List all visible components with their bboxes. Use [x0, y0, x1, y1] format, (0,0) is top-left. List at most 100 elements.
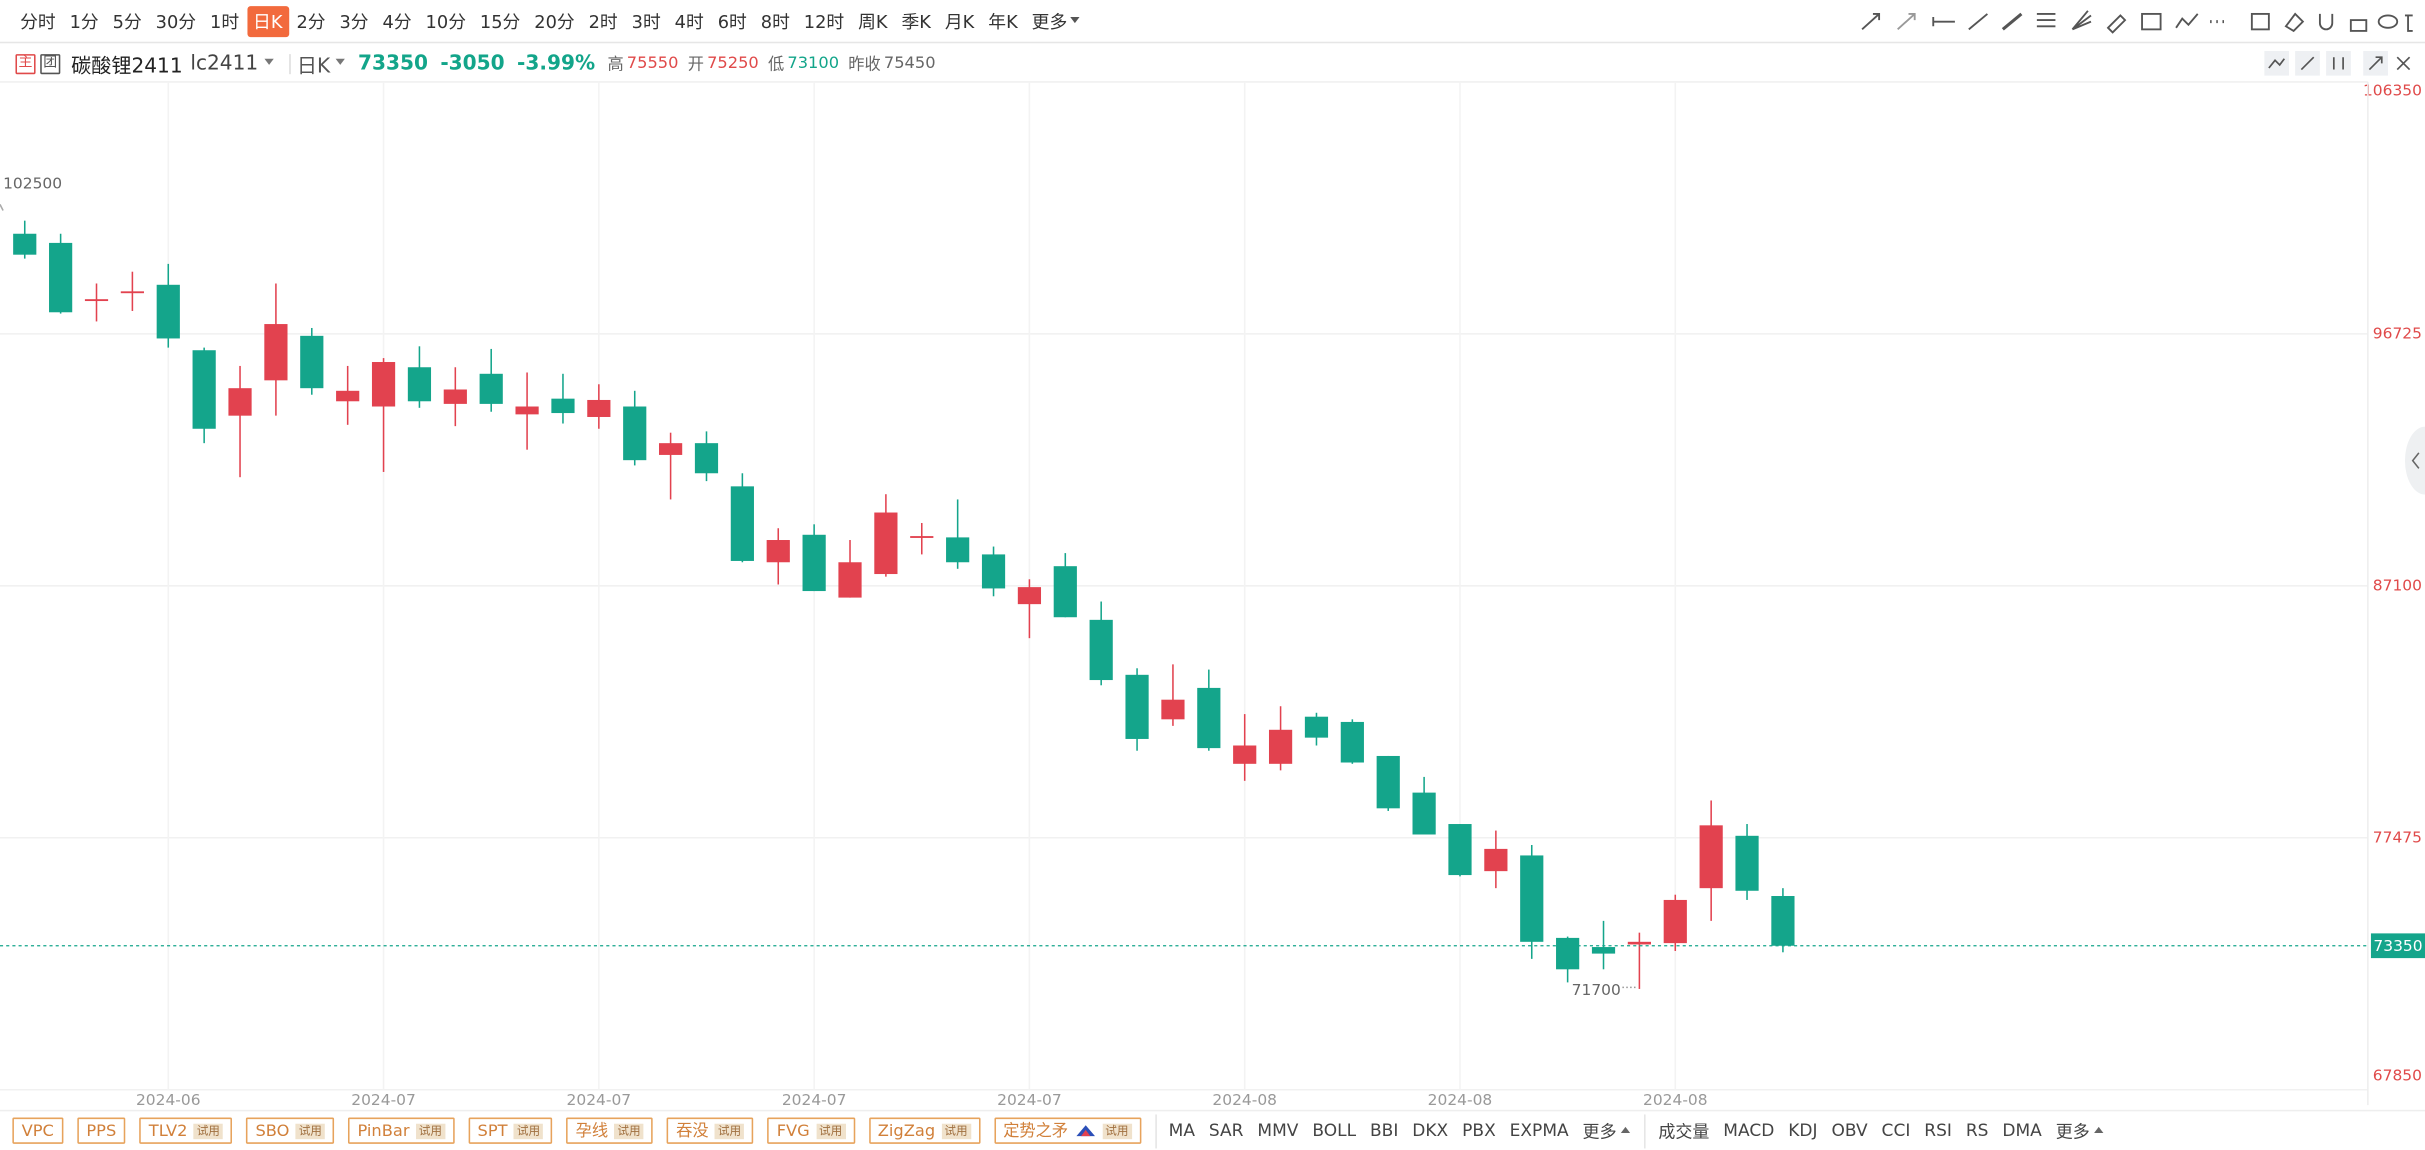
period[interactable]: 日K	[296, 54, 331, 79]
sub-indicator[interactable]: OBV	[1831, 1120, 1868, 1141]
pattern-indicator[interactable]: 定势之矛 试用	[993, 1117, 1141, 1144]
sub-indicator[interactable]: RSI	[1924, 1120, 1952, 1141]
tool-pen[interactable]	[2001, 12, 2023, 31]
separator	[1644, 1113, 1646, 1148]
period-button[interactable]: 30分	[155, 10, 197, 32]
side-toggle[interactable]	[2404, 426, 2425, 495]
period-button[interactable]: 8时	[760, 10, 790, 32]
period-button[interactable]: 季K	[901, 10, 931, 32]
period-button[interactable]: 更多	[1025, 5, 1085, 36]
period-button[interactable]: 4分	[382, 10, 412, 32]
sub-indicator[interactable]: MACD	[1723, 1120, 1775, 1141]
main-indicator[interactable]: EXPMA	[1509, 1120, 1569, 1141]
tool-arrow[interactable]	[1861, 12, 1881, 31]
trial-badge: 试用	[714, 1122, 745, 1139]
period-button[interactable]: 20分	[534, 10, 575, 32]
tool-hline[interactable]	[1932, 17, 1955, 27]
period-button[interactable]: 1分	[69, 10, 99, 32]
tool-ray[interactable]	[1897, 12, 1916, 31]
symbol-code[interactable]: lc2411	[190, 51, 259, 75]
ctrl-close[interactable]	[2396, 56, 2411, 71]
pattern-indicator[interactable]: 孕线 试用	[566, 1117, 653, 1144]
y-tick-label: 106350	[2363, 82, 2422, 100]
main-indicator[interactable]: MMV	[1257, 1120, 1299, 1141]
tool-wave[interactable]	[2175, 13, 2199, 29]
ctrl-type[interactable]	[2326, 51, 2351, 76]
pattern-indicator[interactable]: FVG 试用	[767, 1117, 855, 1144]
pattern-name: PinBar	[357, 1121, 410, 1140]
tool-brush[interactable]	[2106, 14, 2127, 34]
separator	[289, 53, 291, 74]
pattern-indicator[interactable]: SBO 试用	[246, 1117, 335, 1144]
pattern-name: 定势之矛	[1003, 1122, 1069, 1141]
period-button[interactable]: 周K	[858, 10, 888, 32]
candle-body	[1520, 855, 1544, 942]
period-button[interactable]: 6时	[717, 10, 747, 32]
period-button[interactable]: 12时	[803, 10, 845, 32]
candle-body	[1735, 835, 1759, 891]
period-button[interactable]: 2分	[296, 10, 326, 32]
candle-body	[1340, 721, 1364, 763]
candle-body	[1556, 937, 1580, 970]
period-button[interactable]: 4时	[674, 10, 704, 32]
main-indicator[interactable]: 更多	[1583, 1118, 1631, 1143]
pattern-name: 孕线	[575, 1122, 609, 1141]
sub-indicator[interactable]: RS	[1965, 1120, 1989, 1141]
x-tick-label: 2024-08	[1212, 1091, 1277, 1109]
candle-body	[1233, 745, 1257, 764]
tool-image[interactable]	[2141, 12, 2162, 31]
tool-fan[interactable]	[2071, 10, 2092, 31]
period-toolbar: 分时 1分 5分 30分 1时 日K 2分 3分 4分 10分 15分 20分 2时 3时 4时 6时 8时 12…	[0, 0, 2425, 44]
pattern-indicator[interactable]: VPC	[12, 1117, 64, 1144]
main-indicator[interactable]: SAR	[1208, 1120, 1244, 1141]
badge: 主	[15, 53, 36, 74]
sub-indicator[interactable]: 更多	[2056, 1118, 2104, 1143]
ctrl-line[interactable]	[2264, 51, 2289, 76]
candle-body	[1197, 687, 1221, 749]
main-indicator[interactable]: MA	[1168, 1120, 1195, 1141]
period-button[interactable]: 1时	[210, 10, 240, 32]
period-button[interactable]: 年K	[988, 10, 1018, 32]
period-button[interactable]: 15分	[479, 10, 521, 32]
period-button[interactable]: 日K	[246, 5, 289, 37]
caret	[336, 57, 346, 69]
tool-magnet[interactable]	[2318, 13, 2334, 31]
pattern-indicator[interactable]: TLV2 试用	[139, 1117, 233, 1144]
pattern-indicator[interactable]: 吞没 试用	[666, 1117, 754, 1144]
sub-indicator[interactable]: DMA	[2002, 1120, 2042, 1141]
candle-body	[192, 350, 216, 429]
tool-eye[interactable]	[2377, 14, 2399, 29]
pattern-name: 吞没	[676, 1122, 709, 1141]
tool-eraser[interactable]	[2284, 12, 2305, 33]
main-indicator[interactable]: PBX	[1462, 1120, 1496, 1141]
period-button[interactable]: 5分	[112, 10, 142, 32]
pattern-name: ZigZag	[877, 1121, 936, 1140]
tool-edit[interactable]	[2250, 12, 2270, 31]
sub-indicator[interactable]: CCI	[1881, 1120, 1911, 1141]
period-button[interactable]: 10分	[425, 10, 466, 32]
pattern-indicator[interactable]: PinBar 试用	[348, 1117, 455, 1144]
tool-lock[interactable]	[2349, 19, 2368, 32]
quote-change-pct: -3.99%	[516, 51, 596, 75]
tool-segment[interactable]	[1968, 13, 1988, 31]
tool-delete[interactable]	[2404, 14, 2413, 32]
y-tick-label: 67850	[2373, 1066, 2422, 1084]
pattern-indicator[interactable]: PPS	[77, 1117, 126, 1144]
main-indicator[interactable]: BBI	[1369, 1120, 1399, 1141]
main-indicator[interactable]: DKX	[1412, 1120, 1449, 1141]
period-button[interactable]: 3时	[631, 10, 661, 32]
pattern-indicator[interactable]: SPT 试用	[468, 1117, 553, 1144]
period-button[interactable]: 分时	[20, 10, 56, 32]
period-button[interactable]: 3分	[339, 10, 369, 32]
sub-indicator[interactable]: KDJ	[1788, 1120, 1818, 1141]
period-button[interactable]: 月K	[944, 10, 975, 32]
period-button[interactable]: 2时	[588, 10, 618, 32]
main-indicator[interactable]: BOLL	[1312, 1120, 1357, 1141]
last-price-box	[2370, 933, 2425, 959]
sub-indicator[interactable]: 成交量	[1658, 1121, 1710, 1142]
pattern-indicator[interactable]: ZigZag 试用	[868, 1117, 980, 1144]
last-price-label: 73350	[2373, 937, 2422, 955]
tool-fib[interactable]	[2036, 12, 2056, 28]
